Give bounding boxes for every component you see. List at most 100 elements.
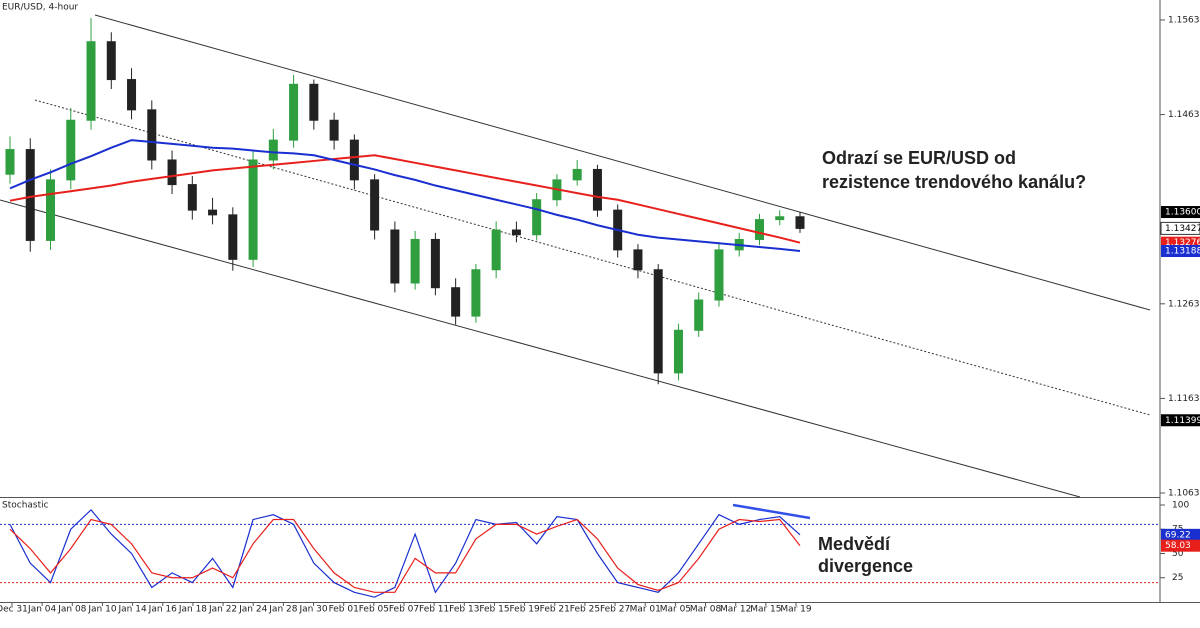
y-tick-label: 1.14630	[1168, 110, 1200, 120]
candle-body	[268, 139, 278, 161]
candle-body	[309, 83, 319, 121]
candle-body	[775, 216, 785, 221]
candle-body	[167, 159, 177, 186]
price-tag-label: 1.13188	[1165, 247, 1200, 257]
candle-body	[451, 287, 461, 317]
x-tick-label: Feb 11	[419, 605, 449, 615]
x-tick-label: Mar 01	[630, 605, 661, 615]
x-tick-label: Jan 22	[208, 605, 237, 615]
x-tick-label: Feb 07	[389, 605, 419, 615]
channel-lower	[0, 199, 1081, 498]
candle-body	[714, 249, 724, 301]
price-tag	[1161, 539, 1200, 552]
candle-body	[633, 249, 643, 271]
x-tick-label: Feb 13	[449, 605, 479, 615]
price-tag	[1161, 414, 1200, 427]
stoch-tick-label: 25	[1172, 573, 1183, 583]
x-tick-label: Jan 10	[87, 605, 116, 615]
price-tag-label: 58.03	[1165, 541, 1191, 551]
candle-body	[370, 179, 380, 231]
price-tag	[1161, 206, 1200, 219]
candle-body	[430, 238, 440, 289]
candle-body	[228, 214, 238, 260]
x-tick-label: Feb 15	[479, 605, 509, 615]
candle-body	[46, 179, 56, 241]
candle-body	[694, 299, 704, 331]
price-tag-label: 1.11399	[1165, 416, 1200, 426]
x-tick-label: Feb 01	[329, 605, 359, 615]
stoch-tick-label: 100	[1172, 500, 1189, 510]
x-tick-label: Jan 24	[238, 605, 267, 615]
price-tag-label: 1.13600	[1165, 208, 1200, 218]
price-tag	[1161, 245, 1200, 258]
candle-body	[410, 238, 420, 284]
x-tick-label: Mar 19	[780, 605, 812, 615]
candle-body	[572, 168, 582, 181]
candle-body	[66, 119, 76, 181]
stoch-line	[9, 518, 801, 593]
x-tick-label: Jan 04	[27, 605, 56, 615]
stoch-annotation: divergence	[818, 556, 913, 576]
divergence-line	[732, 503, 811, 520]
candle-body	[471, 269, 481, 317]
x-tick-label: Mar 12	[720, 605, 751, 615]
candle-body	[592, 168, 602, 211]
candle-body	[653, 269, 663, 374]
candle-body	[187, 184, 197, 211]
candle-body	[390, 229, 400, 284]
channel-middle	[34, 99, 1151, 416]
price-tag-label: 1.13427	[1165, 224, 1200, 234]
moving-average	[9, 154, 801, 244]
title-bg	[0, 0, 68, 13]
candle-body	[329, 119, 339, 141]
y-tick-label: 1.15630	[1168, 15, 1200, 25]
x-tick-label: Jan 14	[118, 605, 147, 615]
candle-body	[127, 79, 137, 111]
candle-body	[289, 83, 299, 141]
channel-upper	[94, 14, 1151, 311]
y-tick-label: 1.10630	[1168, 489, 1200, 499]
annotation: rezistence trendového kanálu?	[822, 172, 1086, 192]
candle-body	[248, 159, 258, 260]
candle-body	[532, 199, 542, 236]
x-tick-label: Jan 16	[148, 605, 177, 615]
candle-body	[511, 229, 521, 236]
x-tick-label: Mar 15	[750, 605, 781, 615]
price-tag	[1160, 221, 1200, 235]
candle-body	[25, 149, 35, 241]
annotation: Odrazí se EUR/USD od	[822, 148, 1016, 168]
moving-average	[9, 139, 801, 253]
x-tick-label: Dec 31	[0, 605, 28, 615]
x-tick-label: Jan 28	[268, 605, 297, 615]
y-tick-label: 1.11630	[1168, 394, 1200, 404]
x-tick-label: Feb 19	[509, 605, 540, 615]
x-tick-label: Feb 27	[600, 605, 630, 615]
candle-body	[754, 219, 764, 240]
stoch-line	[9, 508, 801, 598]
x-tick-label: Mar 05	[660, 605, 691, 615]
price-tag-label: 1.13276	[1165, 238, 1200, 248]
candle-body	[491, 229, 501, 271]
stoch-title: Stochastic	[2, 501, 49, 511]
candle-body	[208, 209, 218, 216]
chart-title: EUR/USD, 4-hour	[2, 3, 78, 13]
x-tick-label: Jan 30	[298, 605, 327, 615]
candle-body	[106, 41, 116, 81]
stoch-annotation: Medvědí	[818, 534, 891, 554]
x-tick-label: Feb 21	[540, 605, 570, 615]
y-tick-label: 1.12630	[1168, 299, 1200, 309]
candle-body	[673, 329, 683, 374]
x-tick-label: Jan 18	[178, 605, 207, 615]
stoch-title-bg	[0, 499, 42, 511]
stoch-tick-label: 50	[1172, 549, 1184, 559]
candle-body	[795, 216, 805, 229]
candle-body	[86, 41, 96, 121]
x-tick-label: Feb 25	[570, 605, 600, 615]
price-tag	[1161, 528, 1200, 541]
candle-body	[147, 109, 157, 161]
x-tick-label: Jan 08	[57, 605, 86, 615]
x-tick-label: Feb 05	[359, 605, 389, 615]
x-tick-label: Mar 08	[690, 605, 722, 615]
